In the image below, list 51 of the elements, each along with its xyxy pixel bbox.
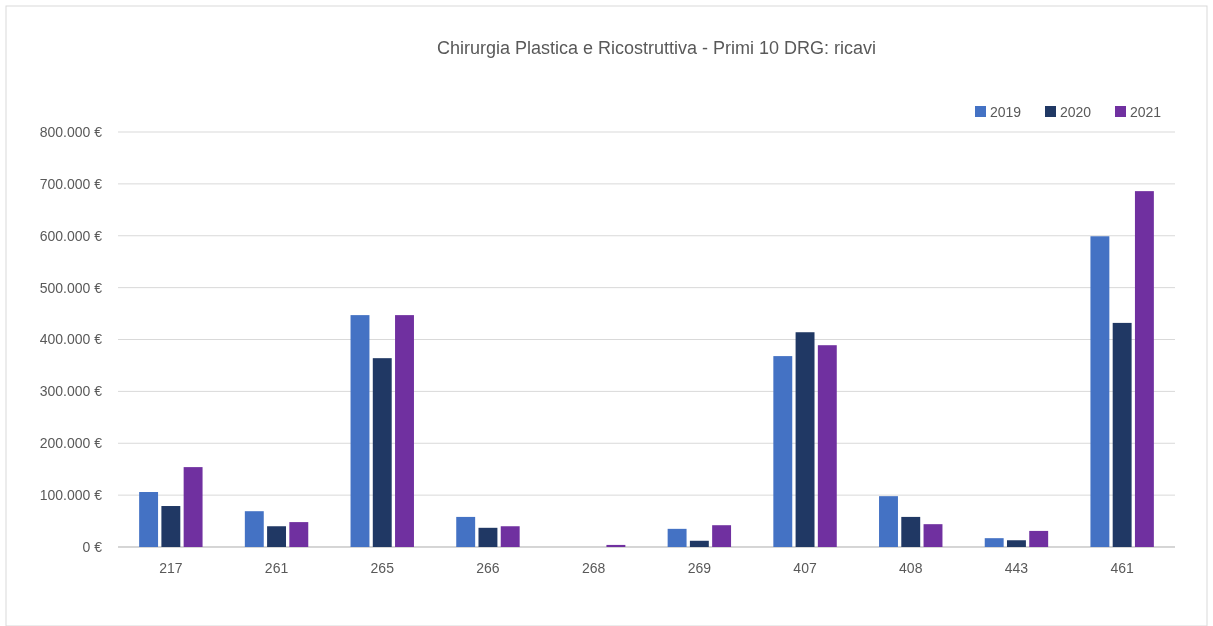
x-tick-label: 461 [1110,560,1135,576]
x-tick-label: 407 [793,560,817,576]
bar [139,492,159,547]
bar [795,332,815,547]
bar [289,522,309,547]
y-tick-label: 400.000 € [39,331,103,348]
bar [773,356,793,547]
x-tick-label: 269 [687,560,712,576]
y-tick-label: 600.000 € [39,227,103,244]
legend-label: 2019 [990,103,1022,120]
y-tick-label: 300.000 € [39,383,103,400]
bar [923,524,943,547]
x-tick-label: 443 [1004,560,1029,576]
bar [817,345,837,547]
bar [244,511,264,547]
y-tick-label: 200.000 € [39,435,103,452]
x-tick-label: 265 [370,560,395,576]
y-tick-label: 800.000 € [39,123,103,140]
bar [1134,191,1154,547]
y-tick-label: 100.000 € [39,487,103,504]
y-tick-label: 0 € [82,538,103,555]
bar [1112,322,1132,547]
bar [1090,236,1110,547]
x-tick-label: 408 [899,560,923,576]
x-tick-label: 268 [581,560,606,576]
bar [1029,530,1049,547]
x-tick-label: 217 [159,560,183,576]
x-tick-label: 261 [264,560,289,576]
bar [712,525,732,547]
bar [879,496,898,547]
bar [500,526,520,547]
bar [372,358,392,547]
legend-label: 2020 [1060,103,1092,120]
bar [183,467,203,547]
bar [901,516,921,547]
bar [689,540,709,547]
legend-label: 2021 [1130,103,1162,120]
bar [984,538,1004,547]
bar [606,544,626,547]
bar [267,526,287,547]
chart-title: Chirurgia Plastica e Ricostruttiva - Primi 10 DRG: ricavi [436,38,877,58]
bar [1006,540,1026,547]
bar [161,506,181,547]
y-tick-label: 700.000 € [39,175,103,192]
bar [478,527,498,547]
bar [667,528,687,547]
bar [350,315,370,547]
bar [456,516,476,547]
y-tick-label: 500.000 € [39,279,103,296]
bar [395,315,414,547]
x-tick-label: 266 [476,560,500,576]
